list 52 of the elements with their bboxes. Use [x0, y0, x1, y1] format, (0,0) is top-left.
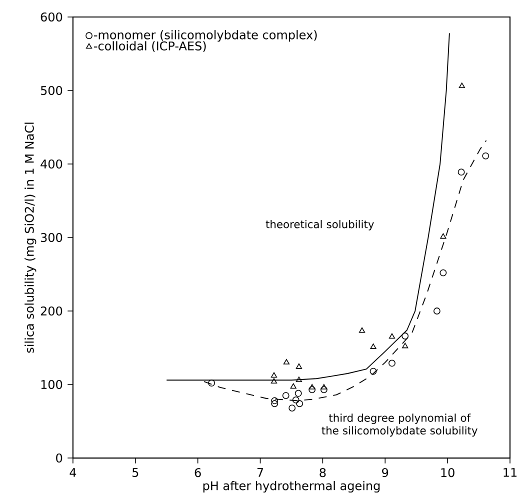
y-tick-label: 300 [40, 232, 62, 242]
x-tick-label: 4 [70, 468, 76, 477]
point [309, 384, 316, 390]
point [388, 333, 396, 339]
point [270, 378, 278, 384]
point [271, 397, 278, 404]
point [402, 342, 408, 348]
y-tick-label: 200 [40, 306, 62, 316]
point [270, 372, 278, 378]
point [358, 327, 366, 333]
y-tick-label: 0 [56, 453, 62, 463]
legend-label: -monomer (silicomolybdate complex) [94, 30, 317, 42]
annotation: third degree polynomial of the silicomolybdate solubility [322, 414, 478, 437]
x-tick-label: 7 [257, 468, 264, 477]
x-tick-label: 9 [382, 468, 388, 478]
point [292, 396, 300, 404]
point [283, 359, 290, 364]
x-axis-title: pH after hydrothermal ageing [203, 480, 380, 493]
point [208, 380, 216, 387]
point [370, 344, 376, 349]
point [288, 404, 296, 412]
point [271, 400, 278, 408]
point [458, 168, 465, 176]
point [290, 383, 296, 389]
x-tick-label: 11 [504, 468, 517, 477]
point [402, 332, 409, 340]
point [440, 269, 447, 276]
point [320, 386, 328, 394]
point [296, 400, 304, 408]
y-tick-label: 500 [40, 86, 62, 96]
legend-label: -colloidal (ICP-AES) [94, 41, 206, 52]
x-tick-label: 8 [320, 468, 326, 478]
point [482, 152, 490, 160]
point [282, 392, 290, 400]
x-tick-label: 5 [132, 468, 138, 477]
point [320, 384, 327, 390]
y-tick-label: 600 [40, 12, 62, 22]
y-tick-label: 400 [40, 159, 62, 169]
y-axis-title: silica solubility (mg SiO2/l) in 1 M NaCl [24, 122, 36, 353]
point [370, 368, 377, 375]
y-tick-label: 100 [41, 380, 62, 390]
point [440, 233, 446, 239]
point [296, 376, 302, 382]
point [294, 390, 302, 397]
x-tick-label: 6 [194, 468, 201, 478]
annotation: theoretical solubility [266, 220, 374, 230]
point [458, 82, 465, 88]
point [433, 308, 440, 314]
point [388, 360, 396, 367]
point [308, 386, 316, 394]
point [296, 363, 302, 369]
x-tick-label: 10 [441, 468, 454, 478]
